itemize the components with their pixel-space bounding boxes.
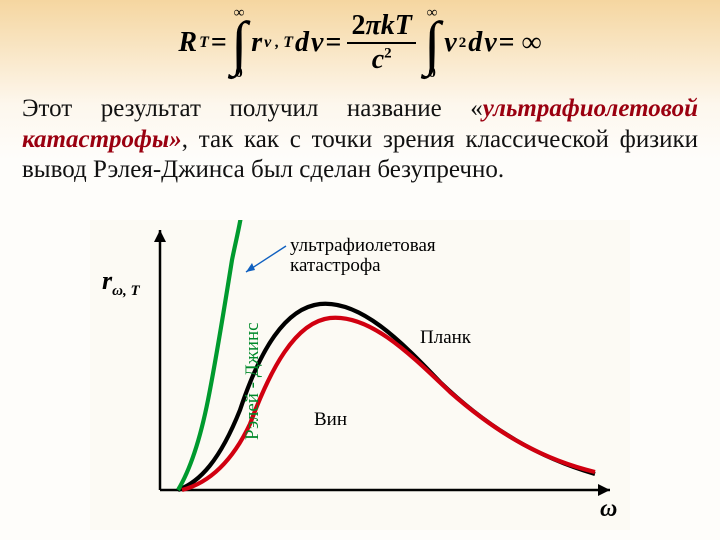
frac-den: c2 bbox=[368, 46, 396, 74]
description-paragraph: Этот результат получил название «ультраф… bbox=[0, 88, 720, 186]
curve-planck bbox=[178, 304, 595, 490]
sub-r: ν , T bbox=[264, 34, 293, 52]
eq-result: = ∞ bbox=[499, 27, 542, 59]
x-axis-arrow bbox=[598, 484, 610, 496]
sym-nu2: ν bbox=[444, 27, 456, 59]
label-rayleigh-jeans: Рэлей - Джинс bbox=[242, 322, 264, 440]
annotation-uv: ультрафиолетовая катастрофа bbox=[290, 236, 436, 276]
sym-d1: d bbox=[295, 27, 309, 59]
chart-container: rω, T ω ультрафиолетовая катастрофа План… bbox=[90, 220, 630, 530]
uv-pointer-head bbox=[246, 263, 255, 272]
para-pre: Этот результат получил название « bbox=[22, 95, 483, 122]
annotation-wien: Вин bbox=[314, 410, 347, 430]
sym-d2: d bbox=[468, 27, 482, 59]
sym-R: R bbox=[178, 27, 197, 59]
x-axis-label: ω bbox=[600, 496, 617, 522]
fraction: 2πkT c2 bbox=[347, 12, 415, 74]
y-axis-arrow bbox=[154, 230, 166, 242]
integral-1: ∞ ∫ 0 bbox=[231, 6, 247, 80]
formula: R T = ∞ ∫ 0 r ν , T d ν = 2πkT c2 ∞ ∫ 0 … bbox=[178, 6, 541, 80]
curve-rayleigh-jeans bbox=[178, 220, 242, 490]
formula-row: R T = ∞ ∫ 0 r ν , T d ν = 2πkT c2 ∞ ∫ 0 … bbox=[0, 0, 720, 88]
eq2: = bbox=[325, 27, 341, 59]
sym-r: r bbox=[251, 27, 262, 59]
nu2-exp: 2 bbox=[459, 35, 467, 52]
sym-nu3: ν bbox=[484, 27, 496, 59]
sym-nu1: ν bbox=[311, 27, 323, 59]
frac-num: 2πkT bbox=[347, 12, 415, 40]
eq1: = bbox=[211, 27, 227, 59]
integral-2: ∞ ∫ 0 bbox=[424, 6, 440, 80]
sub-T: T bbox=[199, 34, 209, 52]
annotation-planck: Планк bbox=[420, 328, 471, 348]
